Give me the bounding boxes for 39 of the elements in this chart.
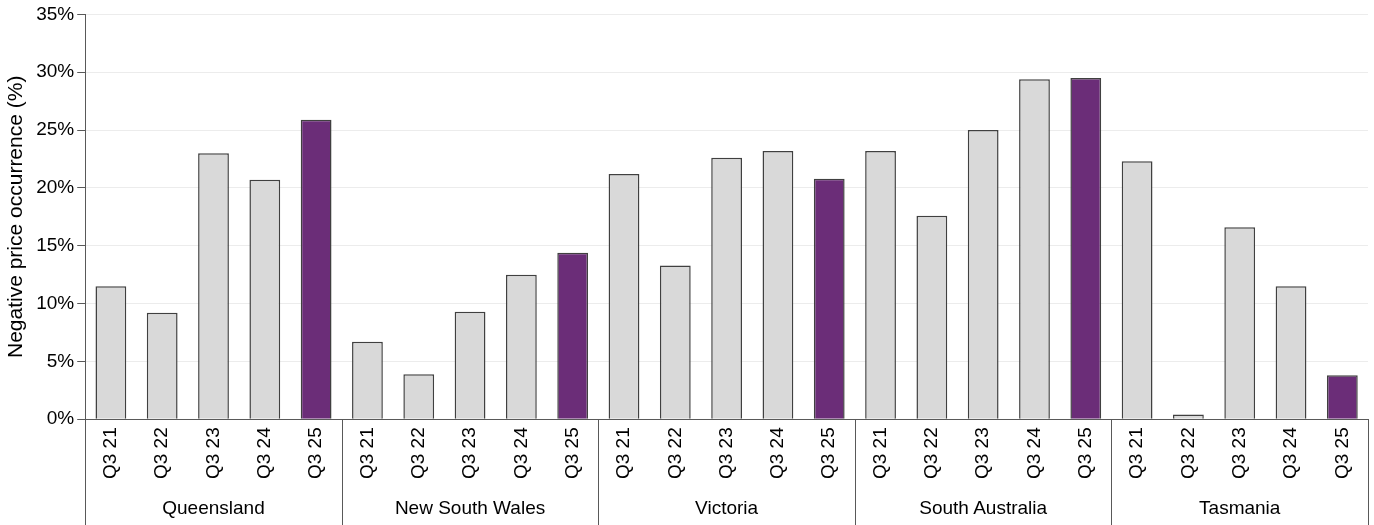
text: Tasmania — [1199, 497, 1281, 519]
x-tick-label: Q3 22 — [150, 427, 172, 480]
x-tick-label: Q3 23 — [458, 427, 480, 480]
x-tick-label: Q3 25 — [817, 427, 839, 480]
x-tick-label: Q3 23 — [714, 427, 736, 480]
x-tick-label: Q3 23 — [201, 427, 223, 480]
x-tick-label: Q3 21 — [1125, 427, 1147, 480]
y-tick-label: 15% — [36, 233, 75, 255]
y-tick-label: 5% — [46, 349, 75, 371]
x-tick-label: Q3 21 — [99, 427, 121, 480]
text: South Australia — [919, 497, 1048, 519]
x-tick-label: Q3 25 — [560, 427, 582, 480]
x-tick-label: Q3 21 — [868, 427, 890, 480]
x-tick-label: Q3 24 — [1022, 426, 1044, 480]
text: Victoria — [695, 497, 759, 519]
text: New South Wales — [394, 497, 546, 519]
x-tick-label: Q3 22 — [663, 427, 685, 480]
x-tick-label: Q3 25 — [1074, 427, 1096, 480]
y-axis-title: Negative price occurrence (%) — [3, 75, 27, 359]
x-tick-label: Q3 23 — [971, 427, 993, 480]
x-tick-label: Q3 25 — [1330, 427, 1352, 480]
text: Queensland — [162, 497, 265, 519]
x-tick-label: Q3 24 — [509, 426, 531, 480]
x-tick-label: Q3 24 — [1279, 426, 1301, 480]
y-tick-label: 20% — [36, 176, 75, 198]
y-tick-label: 10% — [36, 291, 75, 313]
x-tick-label: Q3 24 — [253, 426, 275, 480]
x-tick-label: Q3 25 — [304, 427, 326, 480]
y-tick-label: 0% — [46, 407, 75, 429]
x-tick-label: Q3 21 — [612, 427, 634, 480]
x-tick-label: Q3 22 — [1176, 427, 1198, 480]
x-tick-label: Q3 22 — [406, 427, 428, 480]
y-tick-label: 30% — [36, 60, 75, 82]
y-tick-label: 25% — [36, 118, 75, 140]
x-tick-label: Q3 24 — [766, 426, 788, 480]
x-tick-label: Q3 23 — [1227, 427, 1249, 480]
x-tick-label: Q3 22 — [920, 427, 942, 480]
y-tick-label: 35% — [36, 2, 75, 24]
x-tick-label: Q3 21 — [355, 427, 377, 480]
